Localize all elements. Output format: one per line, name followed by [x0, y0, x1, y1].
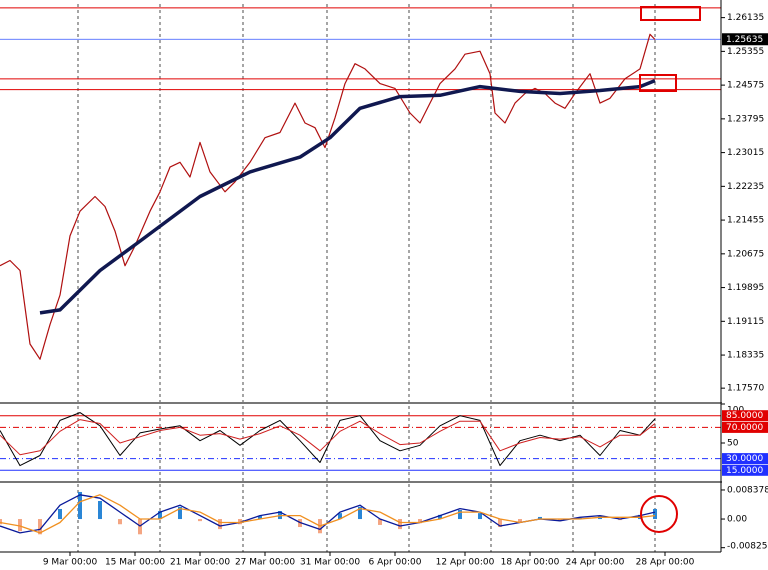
y-tick-label: 1.23795	[727, 114, 764, 124]
histogram-bar	[158, 511, 162, 520]
histogram-bar	[418, 519, 422, 524]
level-label: 70.0000	[726, 423, 763, 433]
y-tick-label: 1.26135	[727, 13, 764, 23]
current-price-label: 1.25635	[726, 35, 763, 45]
histogram-bar	[138, 519, 142, 535]
y-tick-label: 1.21455	[727, 216, 764, 226]
y-tick-label: 1.19115	[727, 317, 764, 327]
y-tick-label: 1.20675	[727, 249, 764, 259]
y-tick-label: 1.25355	[727, 47, 764, 57]
level-label: 15.0000	[726, 466, 763, 476]
histogram-bar	[98, 501, 102, 520]
annotation-box	[640, 6, 701, 21]
histogram-bar	[198, 519, 202, 522]
x-tick-label: 24 Apr 00:00	[566, 558, 625, 568]
histogram-bar	[538, 516, 542, 520]
y-tick-label: 0.0083781	[727, 486, 768, 496]
series-line	[0, 494, 656, 534]
level-label: 30.0000	[726, 454, 763, 464]
y-tick-label: 1.24575	[727, 81, 764, 91]
histogram-bar	[0, 519, 2, 525]
level-label: 85.0000	[726, 411, 763, 421]
panel-separator	[0, 402, 722, 404]
panel-separator	[0, 481, 722, 483]
x-tick-label: 6 Apr 00:00	[369, 558, 422, 568]
histogram-bar	[178, 506, 182, 520]
histogram-bar	[238, 519, 242, 525]
histogram-bar	[338, 513, 342, 520]
current-price-box	[722, 33, 768, 46]
series-line	[39, 78, 656, 315]
y-tick-label: 0.00	[727, 515, 747, 525]
y-tick-label: 1.18335	[727, 351, 764, 361]
histogram-bar	[438, 514, 442, 520]
x-tick-label: 28 Apr 00:00	[636, 558, 695, 568]
series-line	[0, 419, 656, 456]
histogram-bar	[38, 519, 42, 535]
histogram-bar	[118, 519, 122, 525]
histogram-bar	[18, 519, 22, 532]
histogram-bar	[478, 513, 482, 520]
histogram-bar	[558, 519, 562, 522]
x-tick-label: 15 Mar 00:00	[105, 558, 165, 568]
y-tick-label: 1.23015	[727, 148, 764, 158]
x-tick-label: 21 Mar 00:00	[170, 558, 230, 568]
histogram-bar	[78, 491, 82, 520]
y-tick-label: 50	[727, 439, 739, 449]
annotation-circle	[640, 495, 678, 533]
x-tick-label: 9 Mar 00:00	[43, 558, 98, 568]
x-tick-label: 27 Mar 00:00	[235, 558, 295, 568]
annotation-box	[639, 74, 677, 92]
y-tick-label: 1.17570	[727, 384, 764, 394]
series-line	[0, 33, 656, 360]
histogram-bar	[218, 519, 222, 530]
histogram-bar	[378, 519, 382, 525]
level-label-box	[722, 410, 768, 422]
level-label-box	[722, 421, 768, 433]
histogram-bar	[653, 508, 657, 520]
x-tick-label: 31 Mar 00:00	[300, 558, 360, 568]
y-tick-label: -0.0082571	[727, 542, 768, 552]
level-label-box	[722, 453, 768, 465]
histogram-bar	[258, 515, 262, 520]
histogram-bar	[398, 519, 402, 530]
histogram-bar	[518, 519, 522, 523]
y-tick-label: 1.19895	[727, 283, 764, 293]
series-line	[0, 494, 656, 534]
histogram-bar	[58, 508, 62, 520]
x-tick-label: 12 Apr 00:00	[436, 558, 495, 568]
histogram-bar	[358, 506, 362, 520]
x-tick-label: 18 Apr 00:00	[501, 558, 560, 568]
layers: 1.26135 1.25355 1.24575 1.23795 1.23015 1.222…	[0, 4, 768, 568]
histogram-bar	[498, 519, 502, 528]
y-tick-label: 1.22235	[727, 182, 764, 192]
level-label-box	[722, 464, 768, 476]
histogram-bar	[458, 510, 462, 520]
